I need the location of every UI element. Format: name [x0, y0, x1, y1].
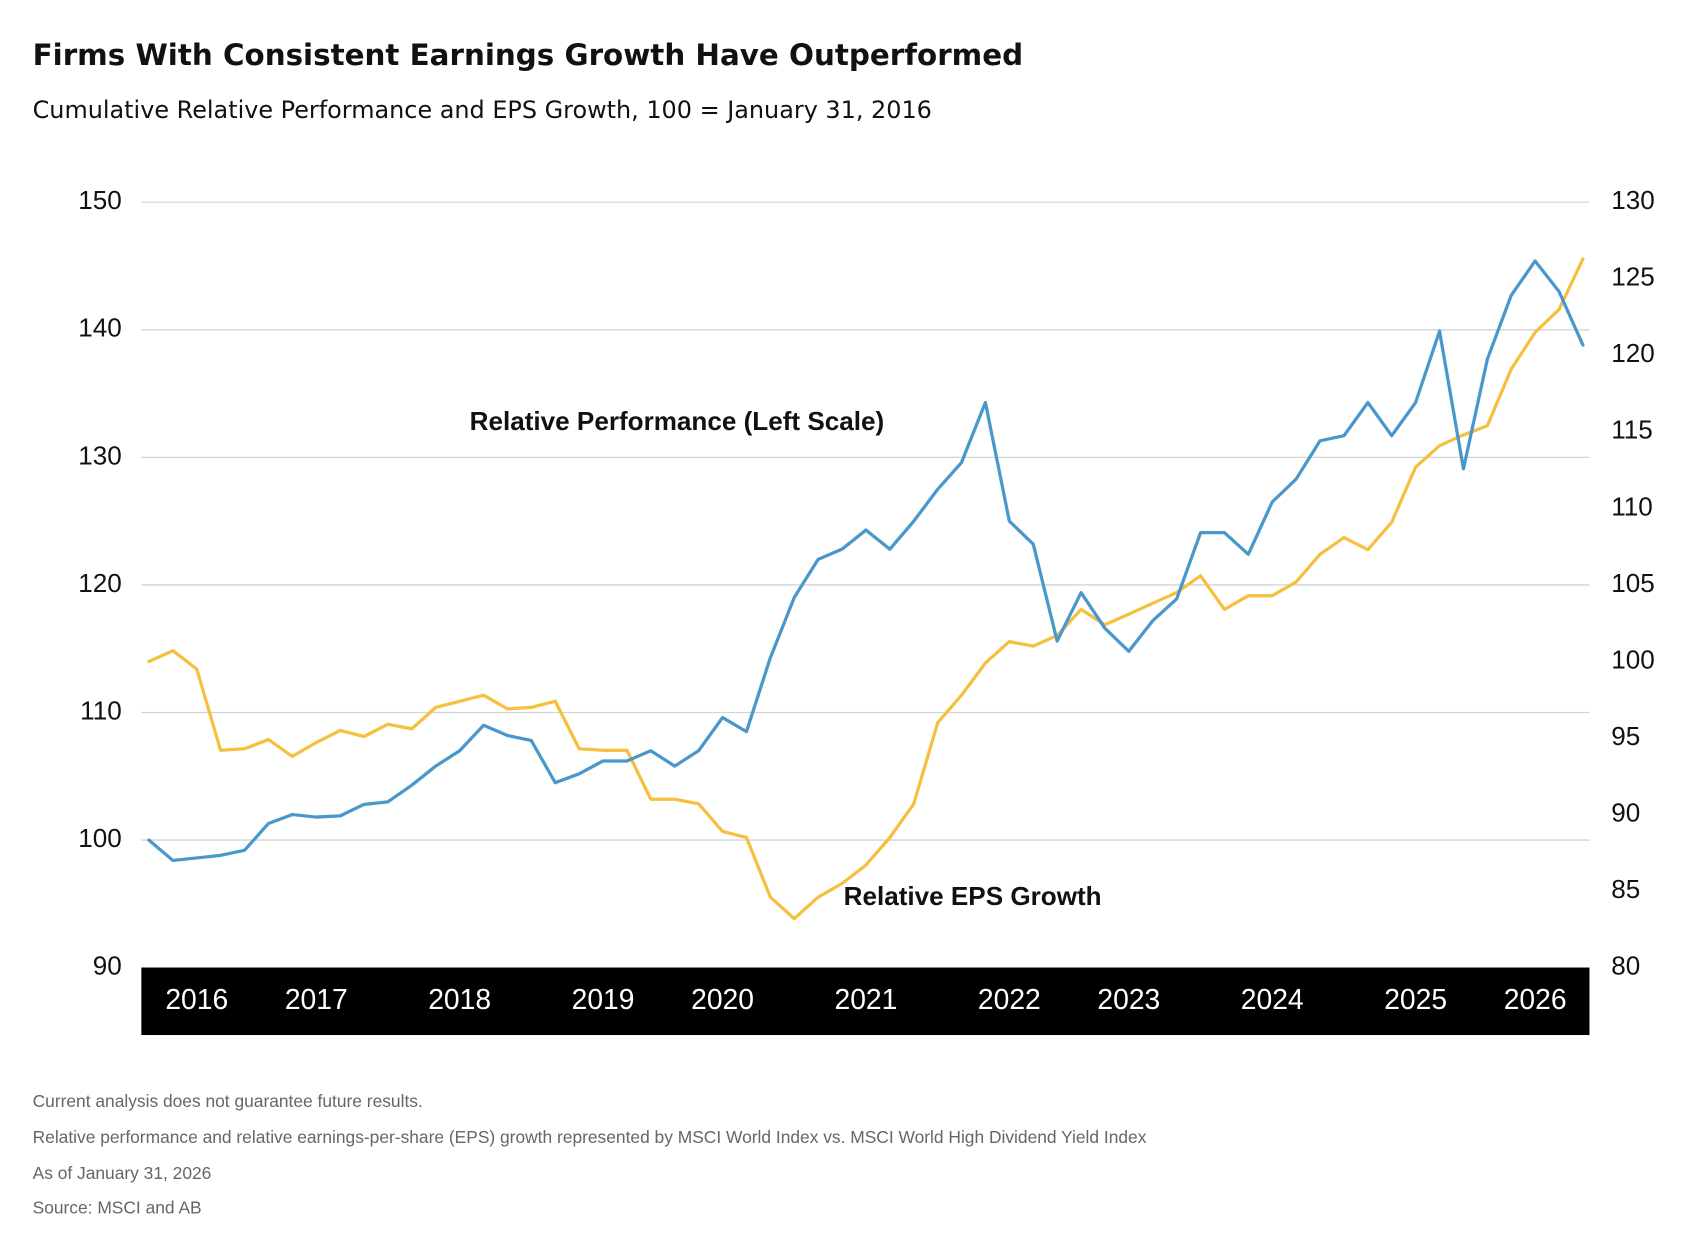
x-tick-label: 2018 [428, 983, 491, 1015]
y2-tick-label: 115 [1611, 415, 1653, 445]
y2-tick-label: 100 [1611, 644, 1655, 674]
annotation: Relative EPS Growth [844, 881, 1102, 911]
footnote: Relative performance and relative earnin… [33, 1127, 1147, 1147]
y-tick-label: 90 [93, 951, 122, 981]
footnote: Source: MSCI and AB [33, 1198, 202, 1218]
footnote: Current analysis does not guarantee futu… [33, 1091, 423, 1111]
x-tick-label: 2025 [1384, 983, 1447, 1015]
y2-tick-label: 125 [1611, 262, 1655, 292]
y-tick-label: 140 [78, 313, 122, 343]
series-line [147, 259, 1585, 863]
x-tick-label: 2026 [1504, 983, 1567, 1015]
chart-title: Firms With Consistent Earnings Growth Ha… [33, 38, 1024, 72]
series-line [147, 257, 1585, 921]
x-axis-band [141, 967, 1590, 1036]
x-tick-label: 2023 [1097, 983, 1160, 1015]
x-tick-label: 2016 [165, 983, 228, 1015]
y-tick-label: 110 [80, 695, 122, 725]
y-tick-label: 130 [78, 440, 122, 470]
y2-tick-label: 105 [1611, 568, 1655, 598]
y2-tick-label: 130 [1611, 185, 1655, 215]
y2-tick-label: 95 [1611, 721, 1640, 751]
x-tick-label: 2021 [835, 983, 898, 1015]
y-tick-label: 150 [78, 185, 122, 215]
y2-tick-label: 120 [1611, 338, 1655, 368]
y-tick-label: 120 [78, 568, 122, 598]
x-tick-label: 2017 [285, 983, 348, 1015]
x-tick-label: 2022 [978, 983, 1041, 1015]
x-tick-label: 2024 [1241, 983, 1304, 1015]
y2-tick-label: 90 [1611, 797, 1640, 827]
chart-subtitle: Cumulative Relative Performance and EPS … [33, 96, 932, 124]
x-tick-label: 2020 [691, 983, 754, 1015]
footnote: As of January 31, 2026 [33, 1163, 212, 1183]
y2-tick-label: 85 [1611, 874, 1640, 904]
y2-tick-label: 80 [1611, 951, 1640, 981]
y-tick-label: 100 [78, 823, 122, 853]
annotation: Relative Performance (Left Scale) [470, 406, 885, 436]
x-tick-label: 2019 [572, 983, 635, 1015]
y2-tick-label: 110 [1611, 491, 1653, 521]
